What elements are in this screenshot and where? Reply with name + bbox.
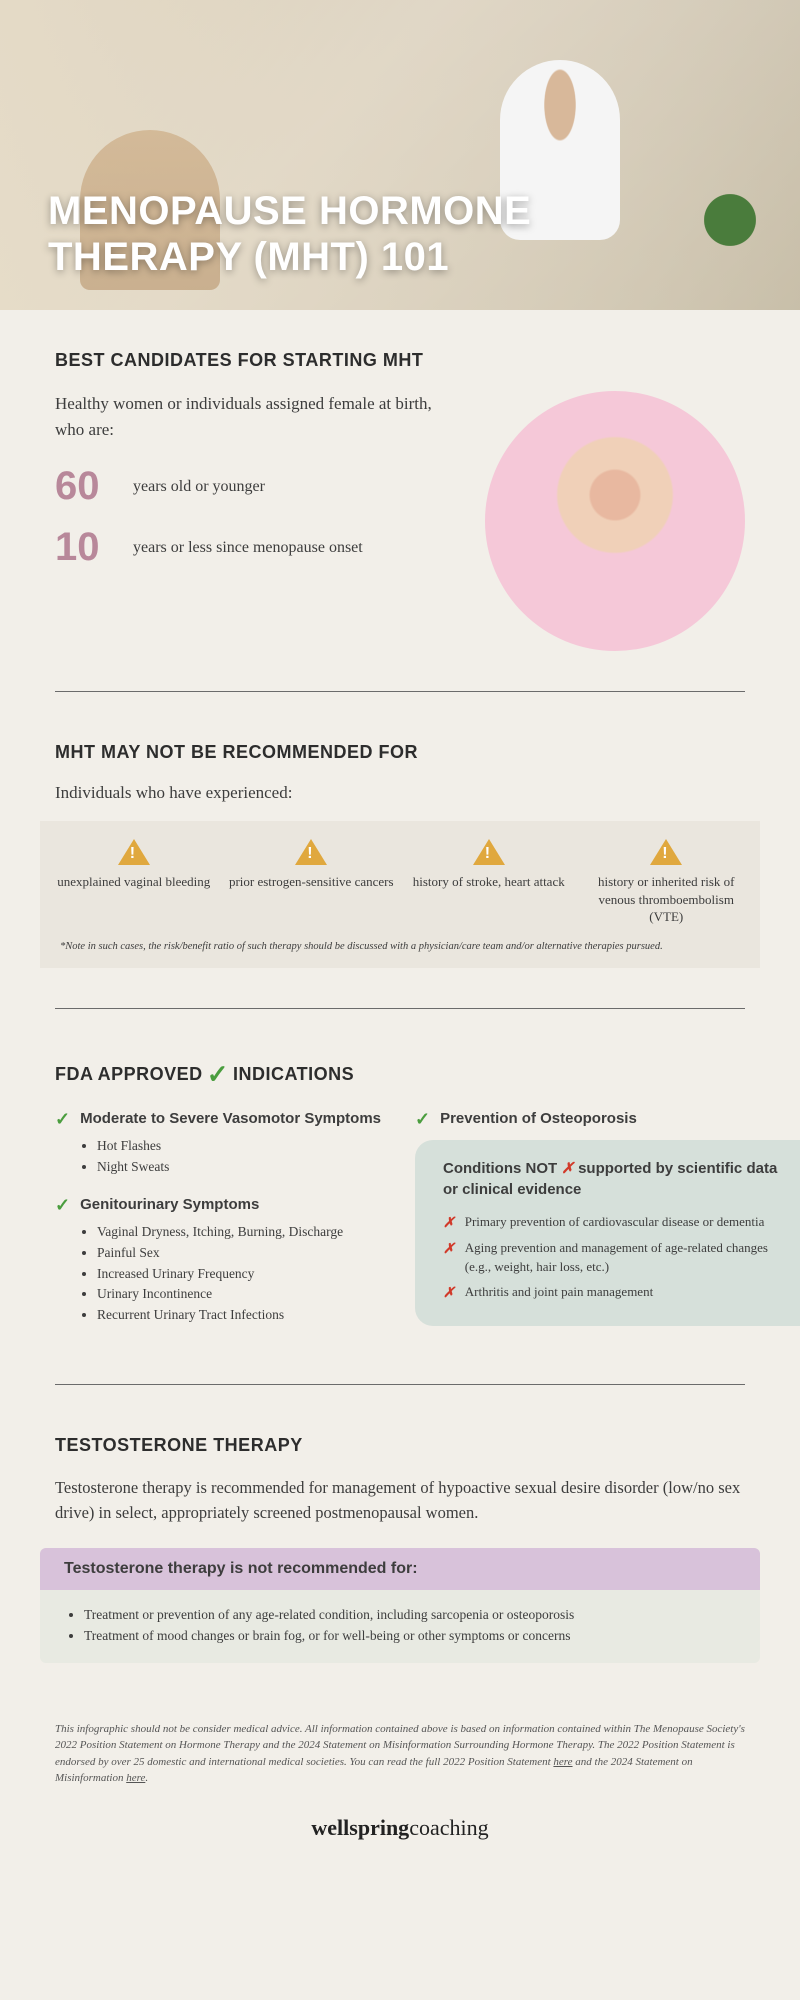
divider [55, 691, 745, 692]
stat-row-age: 60 years old or younger [55, 464, 445, 509]
divider [55, 1384, 745, 1385]
stat-label: years or less since menopause onset [133, 537, 363, 559]
check-icon: ✓ [55, 1110, 70, 1128]
ns-item: Primary prevention of cardiovascular dis… [465, 1212, 765, 1233]
warning-icon [650, 839, 682, 865]
fda-col-right: ✓ Prevention of Osteoporosis Conditions … [415, 1110, 745, 1344]
stat-label: years old or younger [133, 476, 265, 498]
fda-heading: FDA APPROVED ✓ INDICATIONS [55, 1059, 745, 1090]
hero-title: MENOPAUSE HORMONE THERAPY (MHT) 101 [48, 188, 531, 280]
warning-item: history of stroke, heart attack [405, 839, 573, 926]
section-testosterone: TESTOSTERONE THERAPY Testosterone therap… [0, 1395, 800, 1693]
candidates-heading: BEST CANDIDATES FOR STARTING MHT [55, 350, 745, 371]
hero-banner: MENOPAUSE HORMONE THERAPY (MHT) 101 [0, 0, 800, 310]
stat-num: 10 [55, 525, 115, 570]
fda-item: ✓ Moderate to Severe Vasomotor Symptoms [55, 1110, 385, 1128]
warning-label: history of stroke, heart attack [405, 873, 573, 891]
warning-label: history or inherited risk of venous thro… [583, 873, 751, 926]
brand-light: coaching [409, 1815, 488, 1840]
bullet: Painful Sex [97, 1243, 385, 1264]
warning-label: unexplained vaginal bleeding [50, 873, 218, 891]
x-icon: ✗ [443, 1282, 455, 1303]
x-icon: ✗ [443, 1238, 455, 1277]
disclaimer-link-1[interactable]: here [553, 1756, 572, 1768]
warning-item: unexplained vaginal bleeding [50, 839, 218, 926]
warning-icon [295, 839, 327, 865]
footer-brand: wellspringcoaching [0, 1805, 800, 1875]
divider [55, 1008, 745, 1009]
bullet: Hot Flashes [97, 1136, 385, 1157]
check-icon: ✓ [207, 1059, 229, 1090]
ns-title-a: Conditions NOT [443, 1160, 557, 1177]
fda-heading-b: INDICATIONS [233, 1064, 354, 1085]
not-supported-list: ✗ Primary prevention of cardiovascular di… [443, 1212, 778, 1303]
disclaimer-link-2[interactable]: here [126, 1772, 145, 1784]
fda-item: ✓ Prevention of Osteoporosis [415, 1110, 745, 1128]
hero-title-line2: THERAPY (MHT) 101 [48, 235, 449, 279]
candidate-photo [485, 391, 745, 651]
ns-item: Arthritis and joint pain management [465, 1282, 653, 1303]
warning-footnote: *Note in such cases, the risk/benefit ra… [50, 940, 750, 954]
bullet: Recurrent Urinary Tract Infections [97, 1305, 385, 1326]
brand-bold: wellspring [311, 1815, 409, 1840]
fda-col-left: ✓ Moderate to Severe Vasomotor Symptoms … [55, 1110, 385, 1344]
disclaimer: This infographic should not be consider … [0, 1693, 800, 1805]
x-icon: ✗ [443, 1212, 455, 1233]
bullet: Vaginal Dryness, Itching, Burning, Disch… [97, 1222, 385, 1243]
stat-num: 60 [55, 464, 115, 509]
bullet: Urinary Incontinence [97, 1284, 385, 1305]
ns-item: Aging prevention and management of age-r… [465, 1238, 778, 1277]
bullet: Treatment or prevention of any age-relat… [84, 1604, 736, 1626]
not-rec-intro: Individuals who have experienced: [55, 783, 745, 803]
fda-item-title: Moderate to Severe Vasomotor Symptoms [80, 1110, 381, 1127]
warning-icon [473, 839, 505, 865]
not-supported-box: Conditions NOT ✗ supported by scientific… [415, 1140, 800, 1326]
not-rec-heading: MHT MAY NOT BE RECOMMENDED FOR [55, 742, 745, 763]
testo-box-title: Testosterone therapy is not recommended … [40, 1548, 760, 1590]
testo-heading: TESTOSTERONE THERAPY [55, 1435, 745, 1456]
testo-text: Testosterone therapy is recommended for … [55, 1476, 745, 1526]
disclaimer-text-c: . [145, 1772, 148, 1784]
bullet: Increased Urinary Frequency [97, 1264, 385, 1285]
warning-box: unexplained vaginal bleeding prior estro… [40, 821, 760, 968]
warning-item: history or inherited risk of venous thro… [583, 839, 751, 926]
x-icon: ✗ [561, 1160, 574, 1177]
stat-row-years: 10 years or less since menopause onset [55, 525, 445, 570]
testo-bullets: Treatment or prevention of any age-relat… [40, 1590, 760, 1663]
fda-item-title: Genitourinary Symptoms [80, 1196, 259, 1213]
check-icon: ✓ [55, 1196, 70, 1214]
warning-item: prior estrogen-sensitive cancers [228, 839, 396, 926]
hero-title-line1: MENOPAUSE HORMONE [48, 189, 531, 233]
section-candidates: BEST CANDIDATES FOR STARTING MHT Healthy… [0, 310, 800, 681]
fda-item-title: Prevention of Osteoporosis [440, 1110, 637, 1127]
candidates-intro: Healthy women or individuals assigned fe… [55, 391, 445, 442]
fda-bullets: Hot Flashes Night Sweats [55, 1136, 385, 1178]
warning-icon [118, 839, 150, 865]
bullet: Night Sweats [97, 1157, 385, 1178]
fda-bullets: Vaginal Dryness, Itching, Burning, Disch… [55, 1222, 385, 1327]
fda-item: ✓ Genitourinary Symptoms [55, 1196, 385, 1214]
warning-label: prior estrogen-sensitive cancers [228, 873, 396, 891]
section-fda: FDA APPROVED ✓ INDICATIONS ✓ Moderate to… [0, 1019, 800, 1374]
bullet: Treatment of mood changes or brain fog, … [84, 1625, 736, 1647]
not-supported-title: Conditions NOT ✗ supported by scientific… [443, 1158, 778, 1200]
fda-heading-a: FDA APPROVED [55, 1064, 203, 1085]
section-not-recommended: MHT MAY NOT BE RECOMMENDED FOR Individua… [0, 702, 800, 998]
check-icon: ✓ [415, 1110, 430, 1128]
testo-not-rec-box: Testosterone therapy is not recommended … [40, 1548, 760, 1663]
